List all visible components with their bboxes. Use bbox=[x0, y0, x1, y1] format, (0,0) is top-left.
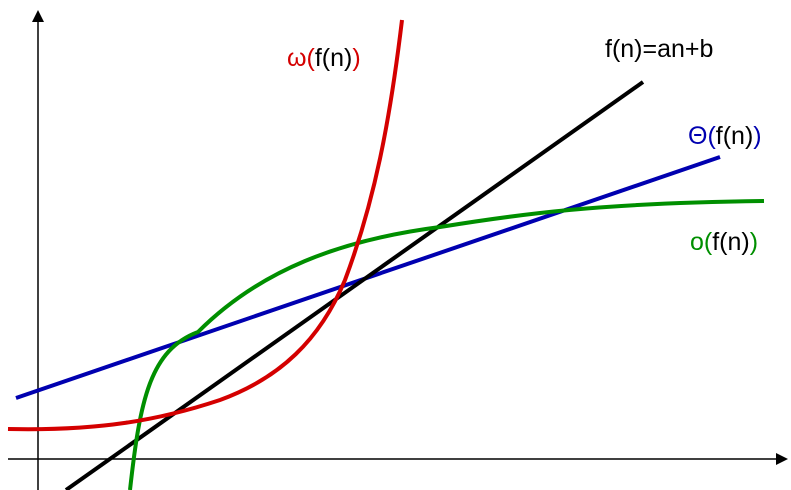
omega-curve bbox=[7, 19, 404, 432]
linear-function-line bbox=[64, 80, 645, 490]
omega-label: ω(f(n)) bbox=[287, 44, 361, 72]
little-o-label: o(f(n)) bbox=[690, 228, 758, 256]
little-o-curve bbox=[128, 199, 765, 490]
theta-label: Θ(f(n)) bbox=[688, 122, 762, 150]
linear-function-label: f(n)=an+b bbox=[605, 35, 713, 63]
